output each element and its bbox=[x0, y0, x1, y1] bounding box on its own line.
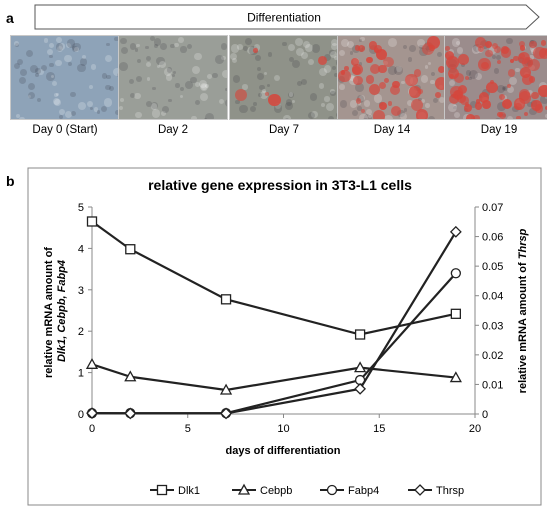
legend-label-cebpb: Cebpb bbox=[260, 485, 292, 497]
data-point-cebpb bbox=[124, 370, 137, 382]
microscopy-label-5: Day 19 bbox=[480, 124, 518, 136]
microscopy-image-3 bbox=[229, 35, 339, 120]
legend-item-cebpb: Cebpb bbox=[232, 483, 292, 497]
gene-expression-chart: relative gene expression in 3T3-L1 cells… bbox=[27, 167, 542, 506]
legend-marker-dlk1 bbox=[156, 484, 168, 496]
x-tick-label: 0 bbox=[89, 423, 95, 435]
y-right-tick-label: 0.01 bbox=[482, 379, 503, 391]
data-point-dlk1 bbox=[220, 294, 232, 305]
data-point-cebpb bbox=[219, 383, 233, 395]
panel-a-letter: a bbox=[6, 10, 14, 26]
y-left-tick-label: 4 bbox=[78, 243, 84, 255]
legend-marker-thrsp bbox=[414, 484, 426, 496]
y-axis-left-label-line2: Dlk1, Cebpb, Fabp4 bbox=[56, 260, 68, 362]
legend-label-fabp4: Fabp4 bbox=[348, 485, 379, 497]
x-axis-label: days of differentiation bbox=[226, 445, 341, 457]
y-axis-right-label-gene: Thrsp bbox=[517, 228, 529, 259]
microscopy-image-2 bbox=[118, 35, 228, 120]
data-point-dlk1 bbox=[86, 216, 98, 227]
data-point-cebpb bbox=[353, 361, 367, 373]
data-point-thrsp bbox=[220, 407, 232, 420]
legend-marker-fabp4 bbox=[326, 484, 338, 496]
data-point-thrsp bbox=[449, 225, 462, 238]
y-axis-right-label: relative mRNA amount of Thrsp bbox=[517, 228, 529, 393]
differentiation-arrow: Differentiation bbox=[34, 4, 540, 30]
data-point-thrsp bbox=[124, 407, 137, 420]
legend-label-dlk1: Dlk1 bbox=[178, 485, 200, 497]
series-cebpb bbox=[85, 357, 462, 395]
series-dlk1 bbox=[86, 216, 462, 340]
data-point-thrsp bbox=[86, 407, 98, 420]
x-tick-label: 15 bbox=[373, 423, 385, 435]
legend-label-thrsp: Thrsp bbox=[436, 485, 464, 497]
y-right-tick-label: 0.03 bbox=[482, 320, 503, 332]
legend-item-thrsp: Thrsp bbox=[408, 484, 464, 497]
panel-b-letter: b bbox=[6, 173, 15, 189]
microscopy-label-2: Day 2 bbox=[157, 124, 189, 136]
y-axis-right-label-prefix: relative mRNA amount of bbox=[517, 262, 529, 393]
x-tick-label: 20 bbox=[469, 423, 481, 435]
y-right-tick-label: 0.04 bbox=[482, 291, 503, 303]
y-right-tick-label: 0.07 bbox=[482, 202, 503, 214]
arrow-label: Differentiation bbox=[247, 11, 321, 25]
microscopy-label-4: Day 14 bbox=[373, 124, 411, 136]
y-right-tick-label: 0.02 bbox=[482, 350, 503, 362]
data-point-thrsp bbox=[354, 382, 367, 395]
y-left-tick-label: 2 bbox=[78, 326, 84, 338]
data-point-dlk1 bbox=[125, 244, 136, 255]
y-left-tick-label: 0 bbox=[78, 409, 84, 421]
y-left-tick-label: 5 bbox=[78, 202, 84, 214]
y-left-tick-label: 1 bbox=[78, 368, 84, 380]
chart-frame bbox=[27, 167, 542, 506]
y-left-tick-label: 3 bbox=[78, 285, 84, 297]
chart-title: relative gene expression in 3T3-L1 cells bbox=[148, 177, 412, 193]
data-point-cebpb bbox=[449, 371, 462, 383]
x-tick-label: 5 bbox=[185, 423, 191, 435]
legend-item-fabp4: Fabp4 bbox=[320, 484, 379, 497]
microscopy-label-1: Day 0 (Start) bbox=[32, 124, 98, 136]
y-axis-left-label: relative mRNA amount of Dlk1, Cebpb, Fab… bbox=[43, 244, 68, 378]
data-point-cebpb bbox=[85, 357, 99, 369]
microscopy-label-3: Day 7 bbox=[268, 124, 300, 136]
y-right-tick-label: 0 bbox=[482, 409, 488, 421]
y-right-tick-label: 0.06 bbox=[482, 232, 503, 244]
microscopy-image-5 bbox=[444, 35, 547, 120]
data-point-fabp4 bbox=[450, 268, 462, 279]
y-axis-left-label-line1: relative mRNA amount of bbox=[43, 247, 55, 378]
microscopy-image-4 bbox=[337, 35, 447, 120]
series-thrsp bbox=[86, 225, 462, 420]
y-right-tick-label: 0.05 bbox=[482, 261, 503, 273]
legend: Dlk1 Cebpb Fabp4 Thrsp bbox=[150, 483, 464, 497]
microscopy-image-1 bbox=[10, 35, 120, 120]
legend-item-dlk1: Dlk1 bbox=[150, 484, 200, 497]
x-tick-label: 10 bbox=[277, 423, 289, 435]
data-point-dlk1 bbox=[450, 308, 462, 319]
series-group bbox=[85, 216, 462, 420]
data-point-dlk1 bbox=[354, 329, 366, 340]
legend-marker-cebpb bbox=[237, 483, 251, 495]
